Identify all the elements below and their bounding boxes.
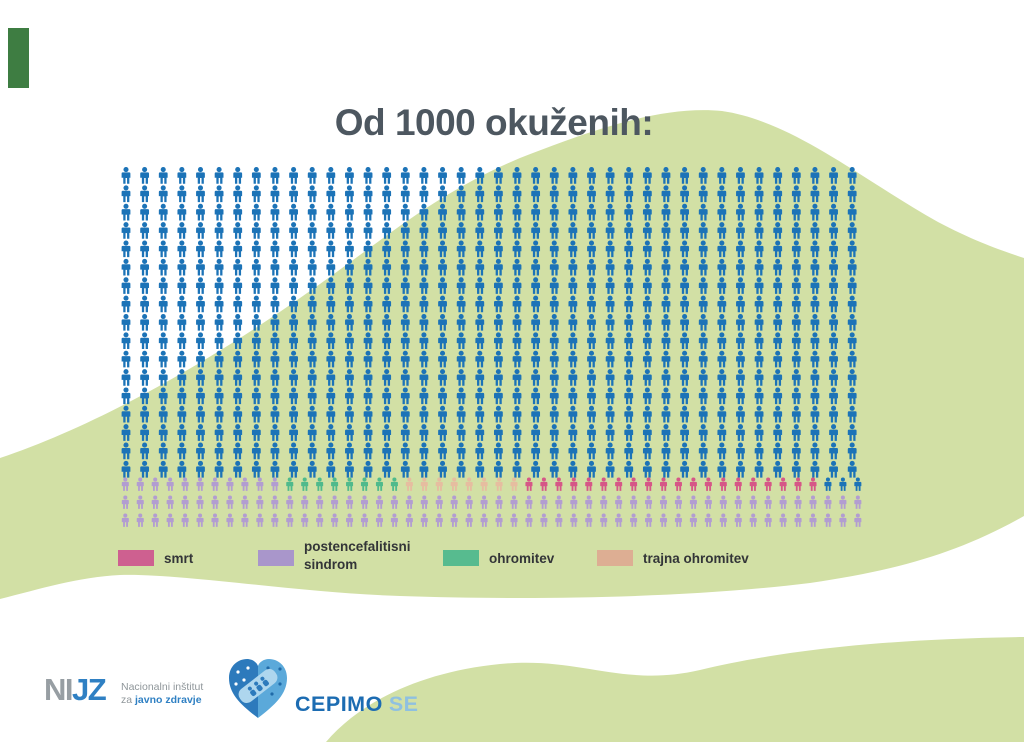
legend-swatch-trajna-ohromitev [597,550,633,566]
nijz-logo-gray-letters: NI [44,672,74,707]
bandage-people-icons [247,676,269,697]
legend-label-line1: postencefalitisni [304,539,411,554]
outcome-person-icons [121,477,862,527]
main-green-blob [0,110,1024,599]
legend-swatch-smrt [118,550,154,566]
corner-green-shape [8,28,29,88]
cepimo-heart-logo [229,659,287,718]
nijz-line1: Nacionalni inštitut [121,681,204,693]
legend-swatch-ohromitev [443,550,479,566]
cepimo-se-wordmark: CEPIMO SE [295,692,419,717]
nijz-line2-bold: javno zdravje [135,694,202,706]
nijz-logo: NIJZ [44,672,107,708]
legend-label-postencefalitisni-sindrom: postencefalitisni sindrom [304,538,411,574]
blue-person-icons [121,167,857,478]
legend-label-ohromitev: ohromitev [489,551,555,566]
nijz-line2-prefix: za [121,694,136,706]
legend-label-line2: sindrom [304,557,358,572]
cepimo-word: CEPIMO [295,692,383,716]
nijz-logo-blue-letters: JZ [72,672,107,707]
page-title: Od 1000 okuženih: [334,102,654,143]
legend-swatch-postencefalitisni-sindrom [258,550,294,566]
se-word: SE [388,692,419,716]
bottom-green-blob [326,637,1024,742]
legend-label-trajna-ohromitev: trajna ohromitev [643,551,749,566]
nijz-logo-text: Nacionalni inštitut za javno zdravje [121,681,203,707]
heart-bandage [238,668,278,704]
legend-label-smrt: smrt [164,551,194,566]
